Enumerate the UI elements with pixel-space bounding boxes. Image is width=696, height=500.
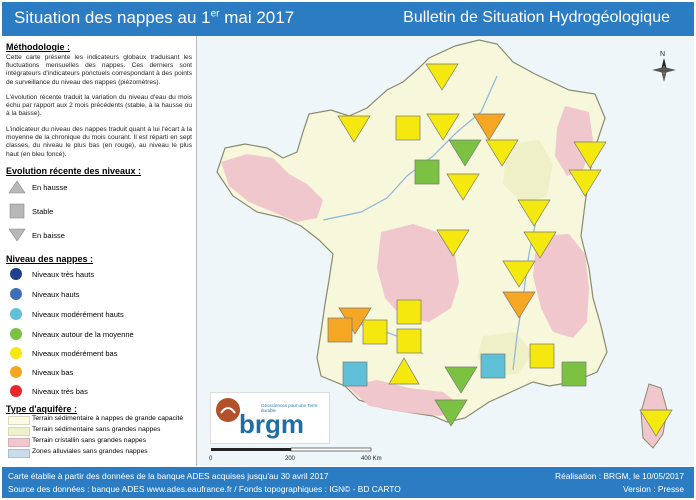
falling-level-triangle-icon	[425, 63, 459, 91]
falling-level-triangle-icon	[426, 113, 460, 141]
brgm-wordmark: brgm	[239, 409, 304, 439]
bulletin-title: Bulletin de Situation Hydrogéologique	[403, 9, 670, 26]
falling-level-triangle-icon	[485, 139, 519, 167]
aquifer-swatch-large	[8, 416, 30, 425]
falling-level-triangle-icon	[434, 399, 468, 427]
falling-level-triangle-icon	[502, 260, 536, 288]
evolution-label-down: En baisse	[32, 231, 65, 240]
scale-bar: 0 200 400 Km	[209, 447, 382, 462]
piezometer-symbols	[327, 63, 673, 437]
north-label: N	[660, 51, 665, 58]
level-label-very-high: Niveaux très hauts	[32, 270, 95, 279]
methodology-paragraph-3: L'indicateur du niveau des nappes tradui…	[6, 126, 192, 158]
methodology-paragraph-2: L'évolution récente traduit la variation…	[6, 94, 192, 118]
falling-level-triangle-icon	[444, 366, 478, 394]
title-suffix: mai 2017	[219, 8, 295, 27]
north-arrow-icon	[652, 58, 676, 82]
title-sup: er	[210, 8, 220, 20]
rising-level-triangle-icon	[388, 357, 420, 385]
footer-data-note: Carte établie à partir des données de la…	[8, 471, 329, 481]
level-dot-moderately-low	[10, 347, 22, 359]
falling-level-triangle-icon	[448, 139, 482, 167]
aquifer-swatch-sedimentary	[8, 427, 30, 436]
stable-level-square-icon	[529, 343, 555, 369]
level-legend-title: Niveau des nappes :	[6, 254, 94, 264]
square-icon	[9, 203, 25, 219]
footer-bar: Carte établie à partir des données de la…	[2, 467, 694, 498]
aquifer-label-sedimentary: Terrain sédimentaire sans grandes nappes	[32, 426, 161, 433]
falling-level-triangle-icon	[523, 231, 557, 259]
evolution-legend-title: Evolution récente des niveaux :	[6, 166, 142, 176]
level-label-moderately-high: Niveaux modérément hauts	[32, 310, 124, 319]
stable-level-square-icon	[395, 115, 421, 141]
falling-level-triangle-icon	[472, 113, 506, 141]
aquifer-label-large: Terrain sédimentaire à nappes de grande …	[32, 415, 184, 422]
brgm-tagline: Géosciences pour une Terre durable	[261, 403, 318, 413]
aquifer-label-crystalline: Terrain cristallin sans grandes nappes	[32, 437, 147, 444]
aquifer-label-alluvial: Zones alluviales sans grandes nappes	[32, 448, 148, 455]
stable-level-square-icon	[327, 317, 353, 343]
header-bar: Situation des nappes au 1er mai 2017 Bul…	[2, 2, 694, 36]
level-dot-high	[10, 288, 22, 300]
triangle-up-icon	[8, 180, 26, 194]
aquifer-swatch-alluvial	[8, 449, 30, 458]
stable-level-square-icon	[396, 299, 422, 325]
falling-level-triangle-icon	[517, 199, 551, 227]
level-dot-average	[10, 328, 22, 340]
falling-level-triangle-icon	[639, 409, 673, 437]
level-label-very-low: Niveaux très bas	[32, 387, 88, 396]
falling-level-triangle-icon	[436, 229, 470, 257]
footer-realisation: Réalisation : BRGM, le 10/05/2017	[555, 471, 684, 481]
stable-level-square-icon	[396, 328, 422, 354]
pyrenees-massif	[347, 380, 459, 416]
alps-massif	[533, 234, 589, 338]
level-dot-low	[10, 366, 22, 378]
sedimentary-zone-east	[503, 140, 553, 204]
level-dot-moderately-high	[10, 308, 22, 320]
evolution-label-up: En hausse	[32, 183, 68, 192]
level-label-low: Niveaux bas	[32, 368, 74, 377]
falling-level-triangle-icon	[568, 169, 602, 197]
brittany-massif	[221, 154, 323, 222]
evolution-label-stable: Stable	[32, 207, 54, 216]
stable-level-square-icon	[414, 159, 440, 185]
triangle-down-icon	[8, 228, 26, 242]
stable-level-square-icon	[480, 353, 506, 379]
footer-sources: Source des données : banque ADES www.ade…	[8, 484, 401, 494]
page-title: Situation des nappes au 1er mai 2017	[14, 8, 294, 28]
falling-level-triangle-icon	[337, 115, 371, 143]
scale-label-0: 0	[209, 456, 213, 462]
falling-level-triangle-icon	[573, 141, 607, 169]
brgm-emblem-icon	[216, 398, 240, 422]
falling-level-triangle-icon	[446, 173, 480, 201]
france-map: N 0 200 400 Km	[209, 39, 676, 462]
brgm-logo: Géosciences pour une Terre durable brgm	[210, 392, 330, 444]
vosges-massif	[555, 106, 593, 176]
central-massif	[377, 224, 459, 322]
level-label-average: Niveaux autour de la moyenne	[32, 330, 134, 339]
falling-level-triangle-icon	[502, 291, 536, 319]
methodology-title: Méthodologie :	[6, 42, 70, 52]
level-label-high: Niveaux hauts	[32, 290, 80, 299]
level-dot-very-high	[10, 268, 22, 280]
level-label-moderately-low: Niveaux modérément bas	[32, 349, 118, 358]
legend-panel: Méthodologie : Cette carte présente les …	[2, 36, 197, 466]
title-prefix: Situation des nappes au 1	[14, 8, 211, 27]
aquifer-legend-title: Type d'aquifère :	[6, 404, 77, 414]
scale-label-200: 200	[285, 456, 296, 462]
stable-level-square-icon	[561, 361, 587, 387]
methodology-paragraph-1: Cette carte présente les indicateurs glo…	[6, 54, 192, 86]
footer-version: Version : Presse	[623, 484, 684, 494]
level-dot-very-low	[10, 385, 22, 397]
stable-level-square-icon	[362, 319, 388, 345]
aquifer-swatch-crystalline	[8, 438, 30, 447]
scale-label-400: 400 Km	[361, 456, 382, 462]
stable-level-square-icon	[342, 361, 368, 387]
